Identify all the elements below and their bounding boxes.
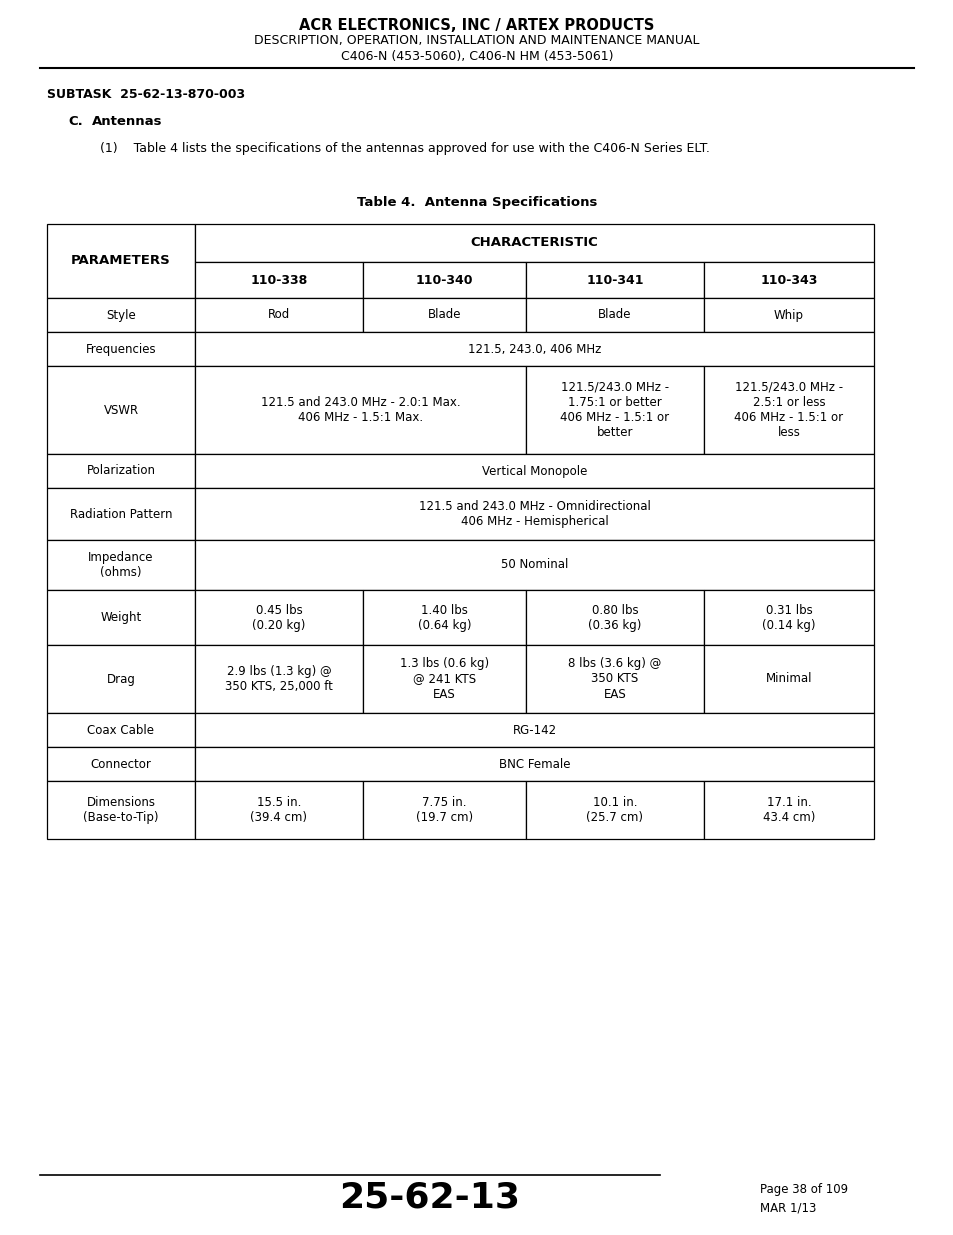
Text: Weight: Weight: [100, 611, 141, 624]
Bar: [363, 781, 525, 839]
Bar: [703, 262, 873, 298]
Text: 110-338: 110-338: [250, 273, 307, 287]
Text: Blade: Blade: [427, 309, 460, 321]
Text: Page 38 of 109: Page 38 of 109: [760, 1183, 847, 1197]
Bar: [703, 645, 873, 713]
Bar: [194, 224, 873, 262]
Bar: [194, 645, 363, 713]
Text: Vertical Monopole: Vertical Monopole: [481, 464, 587, 478]
Text: Frequencies: Frequencies: [86, 342, 156, 356]
Bar: [525, 590, 703, 645]
Text: 110-341: 110-341: [586, 273, 643, 287]
Bar: [47, 298, 194, 332]
Text: DESCRIPTION, OPERATION, INSTALLATION AND MAINTENANCE MANUAL: DESCRIPTION, OPERATION, INSTALLATION AND…: [254, 35, 699, 47]
Text: Impedance
(ohms): Impedance (ohms): [89, 551, 153, 579]
Text: Whip: Whip: [773, 309, 803, 321]
Text: 121.5/243.0 MHz -
1.75:1 or better
406 MHz - 1.5:1 or
better: 121.5/243.0 MHz - 1.75:1 or better 406 M…: [559, 382, 669, 438]
Bar: [703, 366, 873, 454]
Bar: [363, 262, 525, 298]
Bar: [525, 262, 703, 298]
Bar: [47, 224, 194, 298]
Text: Dimensions
(Base-to-Tip): Dimensions (Base-to-Tip): [83, 797, 158, 824]
Text: 110-343: 110-343: [760, 273, 817, 287]
Text: Antennas: Antennas: [91, 115, 162, 128]
Text: 121.5/243.0 MHz -
2.5:1 or less
406 MHz - 1.5:1 or
less: 121.5/243.0 MHz - 2.5:1 or less 406 MHz …: [734, 382, 842, 438]
Bar: [194, 713, 873, 747]
Text: 121.5, 243.0, 406 MHz: 121.5, 243.0, 406 MHz: [467, 342, 600, 356]
Text: 110-340: 110-340: [416, 273, 473, 287]
Bar: [525, 298, 703, 332]
Text: Polarization: Polarization: [87, 464, 155, 478]
Bar: [194, 488, 873, 540]
Text: 8 lbs (3.6 kg) @
350 KTS
EAS: 8 lbs (3.6 kg) @ 350 KTS EAS: [568, 657, 661, 700]
Bar: [194, 747, 873, 781]
Bar: [194, 454, 873, 488]
Bar: [47, 366, 194, 454]
Text: Radiation Pattern: Radiation Pattern: [70, 508, 172, 520]
Bar: [194, 781, 363, 839]
Text: 50 Nominal: 50 Nominal: [500, 558, 568, 572]
Text: 0.45 lbs
(0.20 kg): 0.45 lbs (0.20 kg): [252, 604, 305, 631]
Text: CHARACTERISTIC: CHARACTERISTIC: [470, 236, 598, 249]
Text: SUBTASK  25-62-13-870-003: SUBTASK 25-62-13-870-003: [47, 88, 245, 101]
Text: VSWR: VSWR: [103, 404, 138, 416]
Bar: [194, 298, 363, 332]
Bar: [47, 332, 194, 366]
Bar: [363, 645, 525, 713]
Bar: [703, 781, 873, 839]
Text: Minimal: Minimal: [765, 673, 811, 685]
Text: Table 4.  Antenna Specifications: Table 4. Antenna Specifications: [356, 196, 597, 209]
Text: PARAMETERS: PARAMETERS: [71, 254, 171, 268]
Bar: [47, 713, 194, 747]
Bar: [525, 645, 703, 713]
Bar: [47, 590, 194, 645]
Text: Blade: Blade: [598, 309, 631, 321]
Bar: [194, 540, 873, 590]
Bar: [194, 332, 873, 366]
Text: 7.75 in.
(19.7 cm): 7.75 in. (19.7 cm): [416, 797, 473, 824]
Bar: [525, 366, 703, 454]
Bar: [703, 590, 873, 645]
Bar: [194, 590, 363, 645]
Bar: [47, 645, 194, 713]
Text: 121.5 and 243.0 MHz - 2.0:1 Max.
406 MHz - 1.5:1 Max.: 121.5 and 243.0 MHz - 2.0:1 Max. 406 MHz…: [260, 396, 460, 424]
Text: 1.3 lbs (0.6 kg)
@ 241 KTS
EAS: 1.3 lbs (0.6 kg) @ 241 KTS EAS: [399, 657, 489, 700]
Bar: [363, 590, 525, 645]
Text: 10.1 in.
(25.7 cm): 10.1 in. (25.7 cm): [586, 797, 643, 824]
Text: 17.1 in.
43.4 cm): 17.1 in. 43.4 cm): [762, 797, 814, 824]
Bar: [525, 781, 703, 839]
Bar: [47, 488, 194, 540]
Text: 15.5 in.
(39.4 cm): 15.5 in. (39.4 cm): [251, 797, 307, 824]
Text: MAR 1/13: MAR 1/13: [760, 1202, 816, 1214]
Text: (1)    Table 4 lists the specifications of the antennas approved for use with th: (1) Table 4 lists the specifications of …: [100, 142, 709, 156]
Text: C406-N (453-5060), C406-N HM (453-5061): C406-N (453-5060), C406-N HM (453-5061): [340, 49, 613, 63]
Text: 2.9 lbs (1.3 kg) @
350 KTS, 25,000 ft: 2.9 lbs (1.3 kg) @ 350 KTS, 25,000 ft: [225, 664, 333, 693]
Text: Coax Cable: Coax Cable: [88, 724, 154, 736]
Text: 0.80 lbs
(0.36 kg): 0.80 lbs (0.36 kg): [588, 604, 641, 631]
Text: Connector: Connector: [91, 757, 152, 771]
Text: RG-142: RG-142: [512, 724, 556, 736]
Text: Style: Style: [106, 309, 135, 321]
Text: C.: C.: [68, 115, 83, 128]
Bar: [47, 540, 194, 590]
Text: BNC Female: BNC Female: [498, 757, 570, 771]
Bar: [194, 366, 525, 454]
Text: ACR ELECTRONICS, INC / ARTEX PRODUCTS: ACR ELECTRONICS, INC / ARTEX PRODUCTS: [299, 19, 654, 33]
Bar: [703, 298, 873, 332]
Bar: [194, 262, 363, 298]
Bar: [47, 454, 194, 488]
Text: 121.5 and 243.0 MHz - Omnidirectional
406 MHz - Hemispherical: 121.5 and 243.0 MHz - Omnidirectional 40…: [418, 500, 650, 529]
Bar: [363, 298, 525, 332]
Text: 25-62-13: 25-62-13: [339, 1181, 520, 1215]
Bar: [47, 781, 194, 839]
Text: 0.31 lbs
(0.14 kg): 0.31 lbs (0.14 kg): [761, 604, 815, 631]
Text: Rod: Rod: [268, 309, 290, 321]
Text: 1.40 lbs
(0.64 kg): 1.40 lbs (0.64 kg): [417, 604, 471, 631]
Bar: [47, 747, 194, 781]
Text: Drag: Drag: [107, 673, 135, 685]
